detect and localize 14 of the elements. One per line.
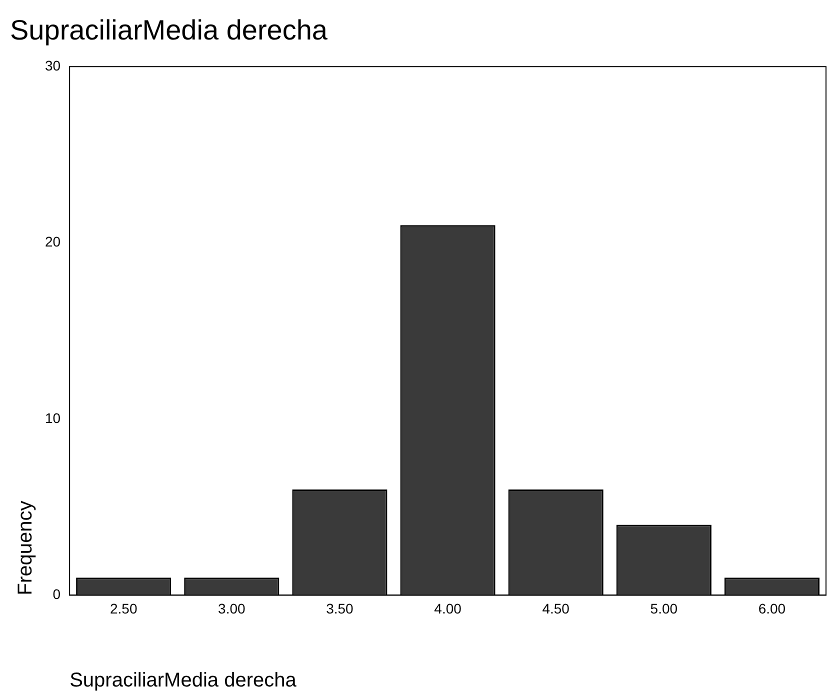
x-tick-label: 3.00: [218, 600, 246, 616]
x-tick-label: 4.50: [542, 600, 570, 616]
x-tick-label: 2.50: [110, 600, 138, 616]
y-tick-label: 30: [44, 57, 61, 74]
x-tick-label: 4.00: [434, 600, 462, 616]
x-tick-label: 6.00: [758, 600, 786, 616]
y-tick-label: 20: [44, 234, 61, 250]
y-tick-label: 10: [44, 410, 61, 426]
y-tick-label: 0: [52, 586, 61, 602]
x-tick-label: 5.00: [650, 600, 678, 616]
chart-title: SupraciliarMedia derecha: [10, 14, 328, 46]
x-tick-label: 3.50: [326, 600, 354, 616]
x-axis-title: SupraciliarMedia derecha: [70, 670, 298, 692]
y-axis-title: Frequency: [14, 500, 37, 596]
